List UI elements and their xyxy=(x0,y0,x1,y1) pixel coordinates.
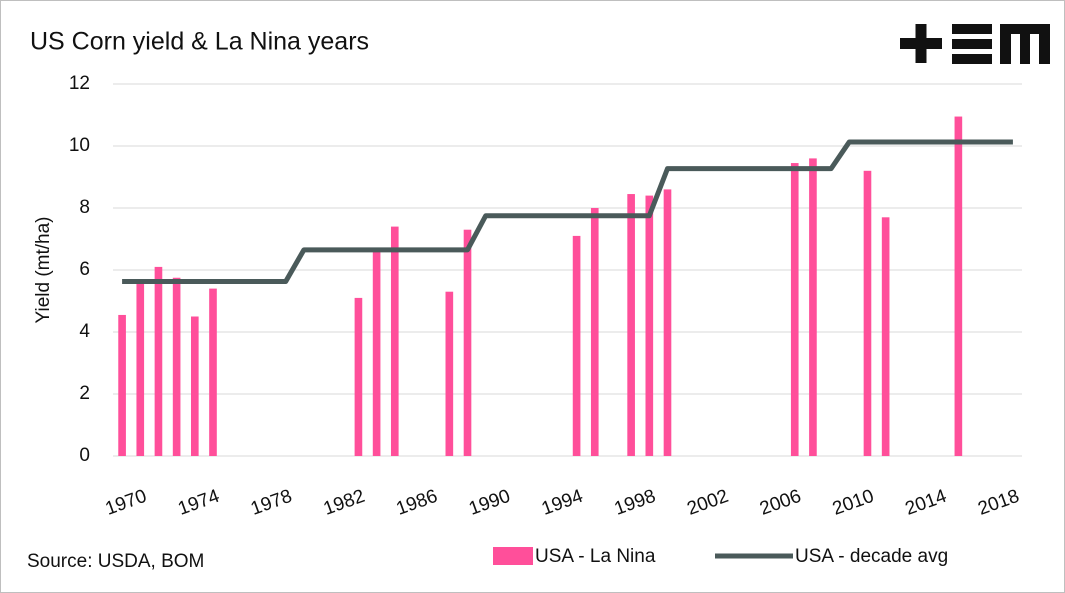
source: Source: USDA, BOM xyxy=(27,551,204,572)
legend-label: USA - La Nina xyxy=(535,546,656,567)
bar xyxy=(154,266,163,456)
chart-title: US Corn yield & La Nina years xyxy=(30,28,369,56)
bar xyxy=(209,288,217,456)
bar xyxy=(809,158,817,456)
bar xyxy=(881,217,890,456)
bar xyxy=(572,235,581,456)
y-tick-label: 2 xyxy=(79,383,90,404)
bar xyxy=(118,314,126,456)
bar xyxy=(445,291,454,456)
bar xyxy=(172,277,181,456)
logo xyxy=(900,24,1050,64)
y-tick-label: 0 xyxy=(79,445,90,466)
legend-swatch xyxy=(493,547,533,565)
y-tick-label: 6 xyxy=(79,259,90,280)
bar xyxy=(954,116,963,457)
bar xyxy=(627,194,635,457)
y-tick-label: 10 xyxy=(69,135,90,156)
bar xyxy=(645,195,654,456)
bar xyxy=(463,229,472,456)
bar xyxy=(663,189,672,456)
bar xyxy=(136,282,145,456)
legend-label: USA - decade avg xyxy=(795,546,948,567)
bar xyxy=(590,208,599,456)
y-tick-label: 4 xyxy=(79,321,90,342)
y-tick-label: 12 xyxy=(69,73,90,94)
y-tick-label: 8 xyxy=(79,197,90,218)
bar xyxy=(372,249,381,456)
line xyxy=(122,139,1013,284)
y-axis-label: Yield (mt/ha) xyxy=(33,217,54,324)
bar xyxy=(790,163,799,457)
bar xyxy=(190,316,199,456)
bar xyxy=(354,297,363,456)
bar xyxy=(390,226,399,456)
bar xyxy=(863,170,872,457)
